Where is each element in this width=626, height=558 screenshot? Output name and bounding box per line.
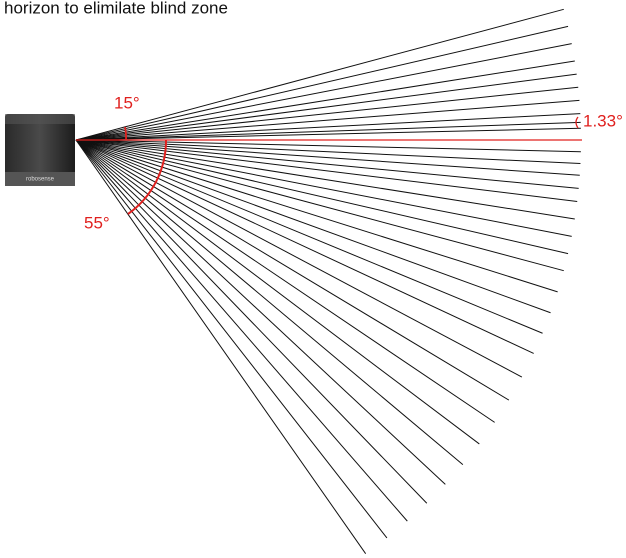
beam <box>76 140 509 400</box>
beam <box>76 140 581 152</box>
beam <box>76 26 568 140</box>
beam <box>76 140 445 484</box>
beam <box>76 140 534 353</box>
device: robosense <box>5 114 75 186</box>
beam <box>76 140 551 313</box>
caption: horizon to elimilate blind zone <box>4 0 228 17</box>
lower-angle-label: 55° <box>84 213 110 232</box>
beam <box>76 140 407 521</box>
resolution-label: 1.33° <box>583 111 623 130</box>
beam <box>76 87 578 140</box>
beam <box>76 140 495 422</box>
beams <box>76 9 581 553</box>
device-label: robosense <box>26 177 55 183</box>
diagram: horizon to elimilate blind zone 15° 55° … <box>0 0 626 558</box>
beam <box>76 140 572 236</box>
upper-angle-label: 15° <box>114 93 140 112</box>
beam <box>76 114 580 140</box>
beam <box>76 140 427 503</box>
